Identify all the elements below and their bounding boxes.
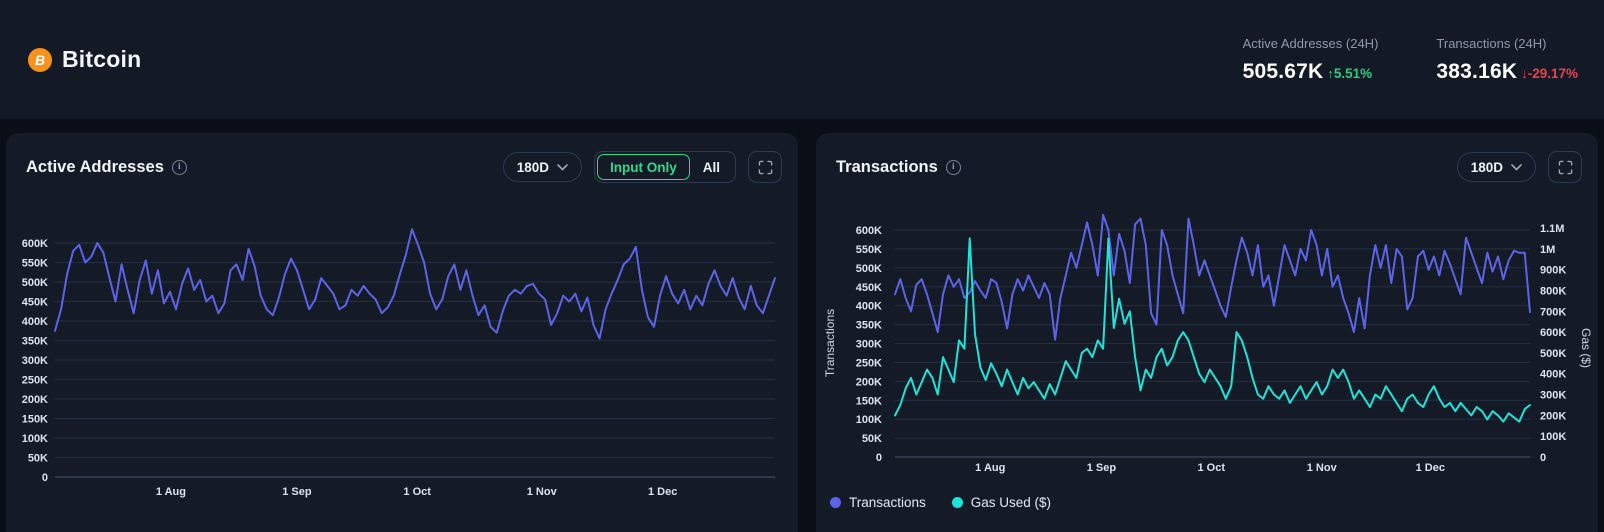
- svg-text:450K: 450K: [856, 282, 882, 294]
- active-addresses-panel: Active Addresses 180D Input Only All 600…: [6, 133, 798, 532]
- svg-text:450K: 450K: [22, 297, 48, 309]
- svg-text:700K: 700K: [1540, 306, 1566, 318]
- svg-text:350K: 350K: [22, 336, 48, 348]
- svg-text:1 Nov: 1 Nov: [1307, 462, 1338, 474]
- filter-option-all[interactable]: All: [690, 154, 733, 180]
- svg-text:50K: 50K: [862, 433, 882, 445]
- page-title: Bitcoin: [62, 46, 141, 73]
- svg-text:600K: 600K: [1540, 327, 1566, 339]
- svg-text:550K: 550K: [856, 244, 882, 256]
- svg-text:100K: 100K: [22, 433, 48, 445]
- stat-value: 383.16K: [1436, 60, 1517, 84]
- svg-text:1 Sep: 1 Sep: [282, 486, 312, 498]
- filter-option-input-only[interactable]: Input Only: [597, 154, 690, 180]
- svg-text:200K: 200K: [856, 376, 882, 388]
- chevron-down-icon: [557, 164, 568, 171]
- svg-text:250K: 250K: [22, 375, 48, 387]
- svg-text:350K: 350K: [856, 320, 882, 332]
- panel-title-transactions: Transactions: [836, 158, 938, 177]
- panel-title-active-addresses: Active Addresses: [26, 158, 164, 177]
- transactions-gas-chart[interactable]: 600K 550K 500K 450K 400K 350K 300K 250K 200K 150K…: [816, 203, 1598, 520]
- svg-text:100K: 100K: [1540, 431, 1566, 443]
- fullscreen-button[interactable]: [1548, 151, 1582, 183]
- header-stats: Active Addresses (24H) 505.67K ↑5.51% Tr…: [1243, 36, 1578, 84]
- svg-text:1M: 1M: [1540, 244, 1555, 256]
- coin-identity: B Bitcoin: [28, 46, 141, 73]
- svg-text:1 Oct: 1 Oct: [1197, 462, 1225, 474]
- stat-label: Transactions (24H): [1436, 36, 1578, 51]
- svg-text:900K: 900K: [1540, 265, 1566, 277]
- svg-text:600K: 600K: [22, 238, 48, 250]
- svg-text:600K: 600K: [856, 225, 882, 237]
- svg-text:800K: 800K: [1540, 285, 1566, 297]
- chevron-down-icon: [1511, 164, 1522, 171]
- svg-text:50K: 50K: [28, 453, 48, 465]
- fullscreen-icon: [1558, 160, 1573, 175]
- svg-text:1 Sep: 1 Sep: [1087, 462, 1117, 474]
- fullscreen-icon: [758, 160, 773, 175]
- stat-transactions: Transactions (24H) 383.16K ↓-29.17%: [1436, 36, 1578, 84]
- info-icon[interactable]: [172, 160, 187, 175]
- range-dropdown[interactable]: 180D: [503, 152, 582, 182]
- range-dropdown[interactable]: 180D: [1457, 152, 1536, 182]
- legend-item-gas-used[interactable]: Gas Used ($): [952, 495, 1051, 510]
- svg-text:1 Dec: 1 Dec: [1416, 462, 1445, 474]
- legend-item-transactions[interactable]: Transactions: [830, 495, 926, 510]
- svg-text:0: 0: [42, 472, 48, 484]
- svg-text:0: 0: [1540, 452, 1546, 464]
- stat-label: Active Addresses (24H): [1243, 36, 1379, 51]
- legend-dot-purple-icon: [830, 497, 841, 508]
- svg-text:0: 0: [876, 452, 882, 464]
- svg-text:400K: 400K: [856, 301, 882, 313]
- svg-text:300K: 300K: [856, 339, 882, 351]
- legend-dot-cyan-icon: [952, 497, 963, 508]
- svg-text:150K: 150K: [22, 414, 48, 426]
- svg-text:500K: 500K: [856, 263, 882, 275]
- info-icon[interactable]: [946, 160, 961, 175]
- svg-text:150K: 150K: [856, 395, 882, 407]
- svg-text:200K: 200K: [22, 394, 48, 406]
- svg-text:250K: 250K: [856, 357, 882, 369]
- page-header: B Bitcoin Active Addresses (24H) 505.67K…: [0, 0, 1604, 119]
- stat-change-up: ↑5.51%: [1327, 66, 1372, 81]
- svg-text:1 Aug: 1 Aug: [975, 462, 1005, 474]
- stat-change-down: ↓-29.17%: [1521, 66, 1578, 81]
- svg-text:100K: 100K: [856, 414, 882, 426]
- stat-active-addresses: Active Addresses (24H) 505.67K ↑5.51%: [1243, 36, 1379, 84]
- bitcoin-logo-icon: B: [28, 48, 52, 72]
- svg-text:500K: 500K: [1540, 348, 1566, 360]
- svg-text:300K: 300K: [22, 355, 48, 367]
- svg-text:500K: 500K: [22, 277, 48, 289]
- stat-value: 505.67K: [1243, 60, 1324, 84]
- filter-toggle: Input Only All: [594, 151, 736, 183]
- svg-text:200K: 200K: [1540, 410, 1566, 422]
- svg-text:300K: 300K: [1540, 390, 1566, 402]
- transactions-panel: Transactions 180D Transactions Gas ($) 6…: [816, 133, 1598, 532]
- svg-text:400K: 400K: [22, 316, 48, 328]
- svg-text:400K: 400K: [1540, 369, 1566, 381]
- svg-text:1 Aug: 1 Aug: [156, 486, 186, 498]
- active-addresses-chart[interactable]: 600K 550K 500K 450K 400K 350K 300K 250K 200K 150K…: [6, 203, 798, 520]
- fullscreen-button[interactable]: [748, 151, 782, 183]
- chart-legend: Transactions Gas Used ($): [830, 495, 1051, 510]
- svg-text:1 Dec: 1 Dec: [648, 486, 677, 498]
- svg-text:1 Oct: 1 Oct: [403, 486, 431, 498]
- svg-text:1 Nov: 1 Nov: [527, 486, 558, 498]
- svg-text:550K: 550K: [22, 258, 48, 270]
- svg-text:1.1M: 1.1M: [1540, 223, 1564, 235]
